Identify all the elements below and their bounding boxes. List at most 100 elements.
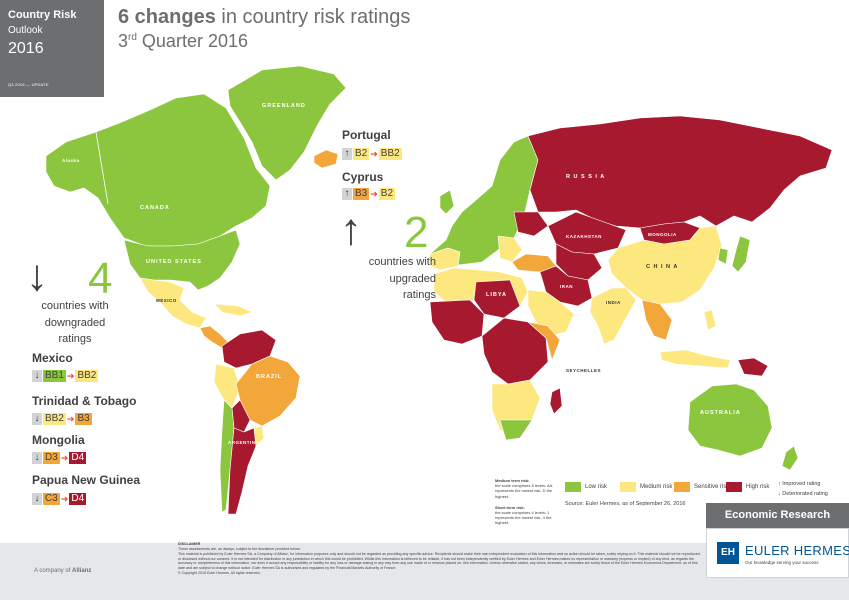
rating-from: D3 — [43, 452, 60, 464]
label-united-states: UNITED STATES — [146, 259, 202, 265]
rating-change-cyprus: ↑ B3 ➔ B2 — [342, 188, 396, 200]
rating-to: D4 — [69, 493, 87, 505]
russia-shape[interactable] — [527, 115, 833, 229]
downgraded-caption: countries with downgraded ratings — [30, 298, 120, 348]
southeast-asia-shape[interactable] — [641, 299, 673, 341]
medium-note-head: Medium term risk: — [495, 478, 530, 483]
badge-year: 2016 — [8, 40, 44, 57]
legend-low: Low risk — [565, 481, 607, 493]
upgraded-caption-l1: countries with — [368, 256, 436, 268]
allianz-name: Allianz — [72, 568, 92, 574]
upgraded-arrow-icon: ↑ — [340, 205, 362, 254]
legend-swatch-sensitive — [674, 482, 690, 492]
legend-swatch-low — [565, 482, 581, 492]
madagascar-shape[interactable] — [549, 387, 563, 415]
philippines-shape[interactable] — [703, 309, 717, 331]
allianz-credit: A company of Allianz — [34, 568, 91, 574]
down-arrow-icon: ↓ — [32, 370, 42, 382]
mexico-shape[interactable] — [139, 277, 207, 329]
rating-from: BB2 — [43, 413, 66, 425]
ukraine-shape[interactable] — [513, 211, 549, 237]
south-africa-shape[interactable] — [499, 419, 533, 441]
korea-shape[interactable] — [717, 247, 729, 265]
west-africa-shape[interactable] — [429, 299, 485, 345]
copyright: © Copyright 2016 Euler Hermes. All right… — [178, 571, 261, 576]
rating-from: B3 — [353, 188, 370, 200]
arrow-right-icon: ➔ — [60, 452, 69, 463]
upgraded-caption: countries with upgraded ratings — [346, 254, 436, 304]
canada-shape[interactable] — [45, 93, 271, 247]
rating-from: B2 — [353, 148, 370, 160]
medium-note-body: the scale comprises 8 levels: AA represe… — [495, 483, 553, 499]
iceland-shape[interactable] — [313, 149, 339, 169]
page-subtitle: 3rd Quarter 2016 — [118, 31, 248, 52]
label-canada: CANADA — [140, 205, 170, 211]
downgraded-caption-l3: ratings — [58, 333, 92, 345]
legend-swatch-high — [726, 482, 742, 492]
badge-subtitle: Outlook — [8, 25, 43, 36]
downgraded-country-png: Papua New Guinea — [32, 473, 141, 487]
upgraded-count: 2 — [404, 208, 429, 257]
downgraded-country-mexico: Mexico — [32, 351, 73, 365]
rating-to: D4 — [69, 452, 87, 464]
downgraded-country-trinidad: Trinidad & Tobago — [32, 394, 137, 408]
iberia-shape[interactable] — [429, 247, 461, 271]
label-russia: R U S S I A — [566, 174, 606, 180]
rating-to: B3 — [75, 413, 92, 425]
euler-hermes-logo-box[interactable]: EH EULER HERMES Our knowledge serving yo… — [706, 528, 849, 578]
rating-from: C3 — [43, 493, 60, 505]
legend-improved: ↑ Improved rating — [778, 481, 821, 487]
label-argentina: ARGENTINA — [228, 440, 260, 445]
peru-shape[interactable] — [213, 363, 241, 409]
arrow-right-icon: ➔ — [66, 413, 75, 424]
china-shape[interactable] — [607, 225, 723, 305]
new-zealand-shape[interactable] — [781, 445, 799, 471]
arrow-right-icon: ➔ — [60, 493, 69, 504]
chile-shape[interactable] — [219, 399, 235, 513]
legend-label-sensitive: Sensitive risk — [694, 484, 730, 490]
argentina-shape[interactable] — [227, 427, 257, 515]
japan-shape[interactable] — [731, 235, 751, 273]
central-asia-shape[interactable] — [555, 243, 603, 281]
downgraded-caption-l1: countries with — [41, 300, 109, 312]
label-alaska: Alaska — [62, 158, 80, 163]
india-shape[interactable] — [589, 287, 637, 345]
legend-label-low: Low risk — [585, 484, 608, 490]
rating-from: BB1 — [43, 370, 66, 382]
rating-scale-notes: Medium term risk: the scale comprises 8 … — [495, 478, 555, 526]
legend-sensitive: Sensitive risk — [674, 481, 729, 493]
brazil-shape[interactable] — [235, 355, 301, 427]
rating-to: B2 — [378, 188, 396, 200]
subtitle-sup: rd — [128, 32, 137, 43]
balkans-shape[interactable] — [497, 235, 523, 263]
legend-label-medium: Medium risk — [640, 484, 673, 490]
legend-label-high: High risk — [746, 484, 770, 490]
downgraded-count: 4 — [88, 254, 113, 303]
economic-research-label: Economic Research — [706, 503, 849, 528]
rating-to: BB2 — [75, 370, 99, 382]
badge-title: Country Risk — [8, 9, 77, 21]
up-arrow-icon: ↑ — [342, 188, 352, 200]
rating-change-mongolia: ↓ D3 ➔ D4 — [32, 452, 87, 464]
disclaimer-line1: These assessments are, as always, subjec… — [178, 546, 301, 551]
title-rest: in country risk ratings — [215, 6, 411, 28]
down-arrow-icon: ↓ — [32, 413, 42, 425]
greenland-shape[interactable] — [227, 65, 347, 181]
upgraded-country-portugal: Portugal — [342, 128, 391, 142]
disclaimer-body: This material is published by Euler Herm… — [178, 551, 700, 571]
papua-new-guinea-shape[interactable] — [737, 357, 769, 377]
rating-change-portugal: ↑ B2 ➔ BB2 — [342, 148, 402, 160]
short-note-body: the scale comprises 4 levels: 1 represen… — [495, 509, 552, 526]
report-badge: Country Risk Outlook 2016 Q3 2016 — UPDA… — [0, 0, 104, 97]
upgraded-country-cyprus: Cyprus — [342, 170, 384, 184]
australia-shape[interactable] — [687, 383, 773, 457]
label-china: C H I N A — [646, 264, 679, 270]
uruguay-shape[interactable] — [253, 425, 265, 447]
indonesia-shape[interactable] — [659, 349, 731, 369]
east-africa-shape[interactable] — [526, 321, 561, 361]
central-africa-shape[interactable] — [481, 317, 549, 385]
rating-change-trinidad: ↓ BB2 ➔ B3 — [32, 413, 92, 425]
uk-shape[interactable] — [439, 189, 455, 215]
caribbean-shape[interactable] — [213, 303, 253, 317]
